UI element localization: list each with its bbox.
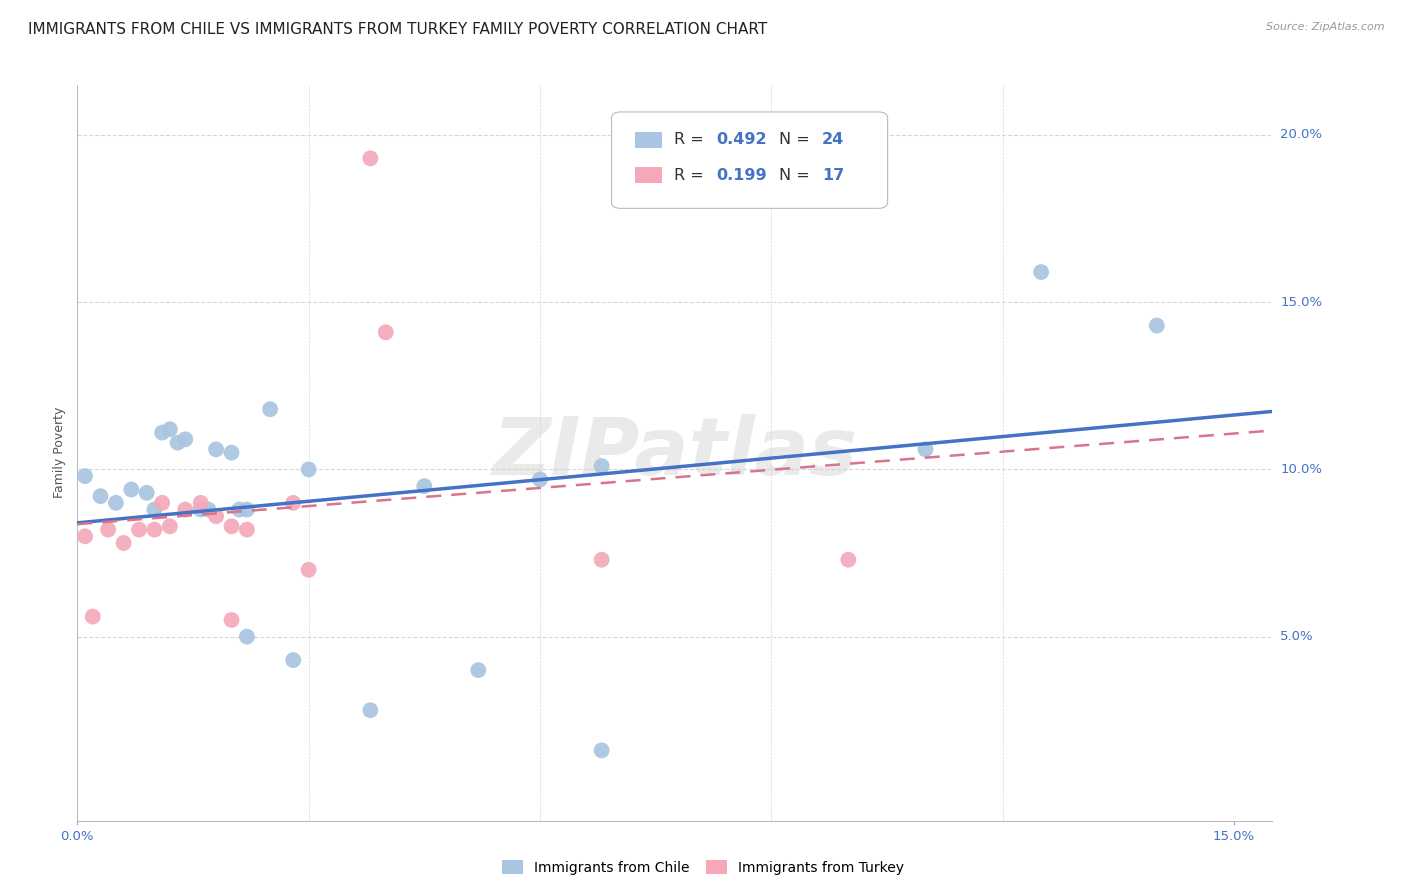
Point (97, 523, 120, 537)
Point (205, 509, 228, 524)
Point (159, 422, 181, 436)
Point (236, 523, 259, 537)
Point (359, 703, 381, 717)
Point (197, 502, 219, 516)
Y-axis label: Family Poverty: Family Poverty (53, 407, 66, 499)
Point (174, 502, 197, 516)
Point (259, 402, 281, 417)
Point (120, 483, 142, 497)
Point (150, 496, 173, 510)
Text: 20.0%: 20.0% (1279, 128, 1322, 142)
Point (1146, 318, 1168, 333)
Text: N =: N = (779, 168, 814, 183)
Point (374, 325, 396, 339)
Point (221, 519, 243, 533)
Point (159, 519, 181, 533)
Point (73, 469, 96, 483)
Point (228, 502, 250, 516)
Point (298, 462, 321, 476)
Point (591, 552, 613, 567)
Text: R =: R = (673, 132, 709, 147)
Text: 0.492: 0.492 (717, 132, 768, 147)
Text: 0.199: 0.199 (717, 168, 768, 183)
Point (591, 458, 613, 473)
Text: ZIPatlas: ZIPatlas (492, 414, 858, 491)
Point (143, 502, 166, 516)
Point (82, 609, 104, 624)
Legend: Immigrants from Chile, Immigrants from Turkey: Immigrants from Chile, Immigrants from T… (496, 855, 910, 880)
Point (1029, 265, 1052, 279)
Point (467, 663, 489, 677)
Point (128, 523, 150, 537)
Point (205, 442, 228, 457)
Point (298, 563, 321, 577)
Point (413, 479, 436, 493)
Point (236, 630, 259, 644)
Point (914, 442, 936, 457)
Point (359, 151, 381, 165)
Point (143, 523, 166, 537)
Point (283, 653, 305, 667)
Text: IMMIGRANTS FROM CHILE VS IMMIGRANTS FROM TURKEY FAMILY POVERTY CORRELATION CHART: IMMIGRANTS FROM CHILE VS IMMIGRANTS FROM… (28, 22, 768, 37)
Point (112, 536, 135, 550)
Text: N =: N = (779, 132, 814, 147)
Point (174, 433, 197, 447)
Text: Source: ZipAtlas.com: Source: ZipAtlas.com (1267, 22, 1385, 32)
Text: 5.0%: 5.0% (1279, 630, 1313, 643)
Point (135, 485, 157, 500)
Point (591, 743, 613, 757)
Point (190, 496, 212, 510)
Point (190, 502, 212, 516)
Point (73, 529, 96, 543)
Text: R =: R = (673, 168, 709, 183)
Point (283, 496, 305, 510)
Point (837, 552, 859, 567)
FancyBboxPatch shape (636, 167, 662, 184)
Point (166, 435, 188, 450)
Text: 17: 17 (823, 168, 844, 183)
Point (221, 613, 243, 627)
Text: 10.0%: 10.0% (1279, 463, 1322, 476)
FancyBboxPatch shape (612, 112, 887, 209)
Point (529, 473, 551, 487)
Text: 24: 24 (823, 132, 844, 147)
Point (221, 446, 243, 460)
Text: 15.0%: 15.0% (1279, 295, 1322, 309)
FancyBboxPatch shape (636, 132, 662, 148)
Point (89, 489, 111, 503)
Point (104, 496, 127, 510)
Point (150, 425, 173, 440)
Point (236, 502, 259, 516)
